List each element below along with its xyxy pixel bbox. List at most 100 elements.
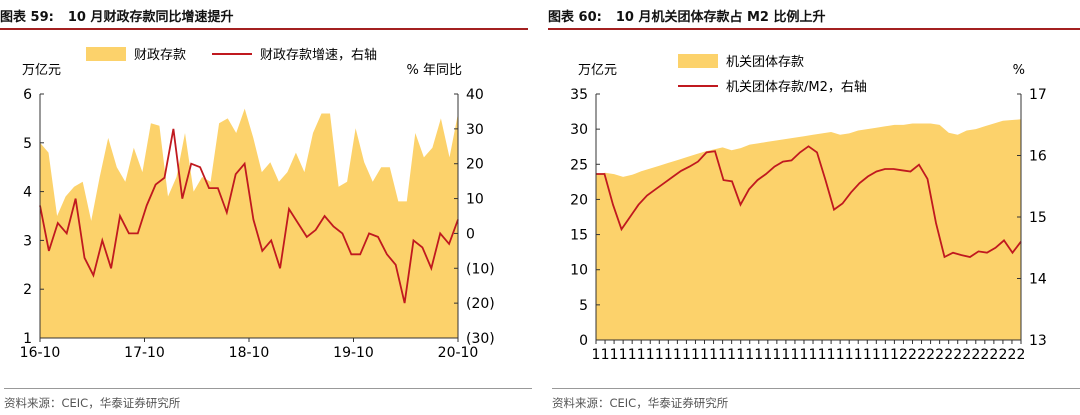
y-axis-title: 万亿元 <box>22 63 61 78</box>
x-tick-label: 16-10 <box>20 345 61 361</box>
x-tick-label: 1 <box>890 347 899 363</box>
right-tick-label: 0 <box>466 226 475 242</box>
x-tick-label: 1 <box>628 347 637 363</box>
left-tick-label: 25 <box>570 157 588 173</box>
figure-number: 图表 59: <box>0 9 54 25</box>
area-series <box>596 119 1021 340</box>
x-tick-label: 2 <box>953 347 962 363</box>
x-tick-label: 17-10 <box>124 345 165 361</box>
right-tick-label: 17 <box>1029 87 1047 103</box>
x-tick-label: 2 <box>917 347 926 363</box>
x-tick-label: 2 <box>962 347 971 363</box>
left-tick-label: 4 <box>23 185 32 201</box>
source-note: 资料来源：CEIC，华泰证券研究所 <box>552 388 1080 411</box>
y2-axis-title: % <box>1013 63 1025 78</box>
x-tick-label: 18-10 <box>229 345 270 361</box>
legend-area-swatch <box>86 47 126 61</box>
legend-area-swatch <box>678 54 718 68</box>
chart-title-bar: 图表 59: 10 月财政存款同比增速提升 <box>0 2 528 30</box>
chart-svg-left: 1 2 3 4 5 6 (30) (20) (10) 0 10 20 30 40 16-10 17-10 18-… <box>20 47 495 361</box>
x-tick-label: 1 <box>790 347 799 363</box>
x-tick-label: 1 <box>872 347 881 363</box>
left-tick-label: 5 <box>23 136 32 152</box>
x-tick-label: 1 <box>673 347 682 363</box>
area-series <box>40 108 458 338</box>
x-tick-label: 1 <box>772 347 781 363</box>
y2-axis-title: % 年同比 <box>407 63 463 78</box>
left-tick-label: 3 <box>23 233 32 249</box>
x-tick-label: 1 <box>619 347 628 363</box>
figure-number: 图表 60: <box>548 9 602 25</box>
right-tick-label: 10 <box>466 192 484 208</box>
x-tick-label: 2 <box>899 347 908 363</box>
x-tick-label: 2 <box>908 347 917 363</box>
x-tick-label: 1 <box>709 347 718 363</box>
x-tick-label: 2 <box>971 347 980 363</box>
right-tick-label: 40 <box>466 87 484 103</box>
x-tick-label: 2 <box>980 347 989 363</box>
chart-panel-left: 图表 59: 10 月财政存款同比增速提升 1 2 3 4 5 6 (30) (20) (10)… <box>0 0 532 415</box>
left-tick-label: 10 <box>570 263 588 279</box>
x-tick-label: 1 <box>637 347 646 363</box>
left-tick-label: 0 <box>579 333 588 349</box>
chart-title-bar: 图表 60: 10 月机关团体存款占 M2 比例上升 <box>548 2 1080 30</box>
left-tick-label: 1 <box>23 331 32 347</box>
x-tick-label: 19-10 <box>333 345 374 361</box>
left-tick-label: 2 <box>23 282 32 298</box>
x-tick-label: 1 <box>727 347 736 363</box>
line-series <box>39 128 459 304</box>
x-tick-label: 2 <box>989 347 998 363</box>
x-tick-label: 1 <box>736 347 745 363</box>
x-tick-label: 2 <box>926 347 935 363</box>
x-tick-label: 2 <box>1017 347 1026 363</box>
x-tick-label: 1 <box>818 347 827 363</box>
x-tick-label: 2 <box>944 347 953 363</box>
legend-area-label: 机关团体存款 <box>726 55 804 70</box>
chart-title: 10 月机关团体存款占 M2 比例上升 <box>615 9 826 25</box>
x-tick-label: 1 <box>700 347 709 363</box>
left-tick-label: 30 <box>570 122 588 138</box>
right-tick-label: 14 <box>1029 272 1047 288</box>
x-tick-label: 1 <box>655 347 664 363</box>
x-tick-label: 1 <box>763 347 772 363</box>
x-tick-label: 1 <box>745 347 754 363</box>
x-tick-label: 2 <box>935 347 944 363</box>
x-tick-label: 2 <box>998 347 1007 363</box>
x-tick-label: 1 <box>646 347 655 363</box>
right-tick-label: 20 <box>466 157 484 173</box>
right-tick-label: 16 <box>1029 149 1047 165</box>
y-axis-title: 万亿元 <box>578 63 617 78</box>
legend-line-label: 机关团体存款/M2，右轴 <box>726 80 867 95</box>
x-tick-label: 1 <box>827 347 836 363</box>
x-tick-label: 1 <box>863 347 872 363</box>
x-tick-label: 1 <box>601 347 610 363</box>
legend-area-label: 财政存款 <box>134 48 186 63</box>
left-tick-label: 5 <box>579 298 588 314</box>
right-tick-label: (20) <box>466 296 495 312</box>
left-tick-label: 15 <box>570 228 588 244</box>
x-tick-label: 1 <box>691 347 700 363</box>
right-tick-label: 30 <box>466 122 484 138</box>
right-tick-label: (30) <box>466 331 495 347</box>
right-tick-label: (10) <box>466 261 495 277</box>
source-note: 资料来源：CEIC，华泰证券研究所 <box>4 388 532 411</box>
x-tick-label: 1 <box>754 347 763 363</box>
legend-line-label: 财政存款增速，右轴 <box>260 48 377 63</box>
x-tick-label: 1 <box>592 347 601 363</box>
right-tick-label: 15 <box>1029 210 1047 226</box>
x-tick-label: 1 <box>809 347 818 363</box>
chart-title: 10 月财政存款同比增速提升 <box>67 9 234 25</box>
x-tick-label: 1 <box>781 347 790 363</box>
x-tick-label: 1 <box>718 347 727 363</box>
x-tick-label: 1 <box>845 347 854 363</box>
x-tick-label: 2 <box>1007 347 1016 363</box>
x-tick-label: 1 <box>682 347 691 363</box>
left-tick-label: 20 <box>570 192 588 208</box>
right-tick-label: 13 <box>1029 333 1047 349</box>
left-tick-label: 35 <box>570 87 588 103</box>
x-tick-label: 1 <box>800 347 809 363</box>
line-series <box>596 145 1022 259</box>
x-tick-label: 1 <box>664 347 673 363</box>
x-tick-label: 1 <box>836 347 845 363</box>
